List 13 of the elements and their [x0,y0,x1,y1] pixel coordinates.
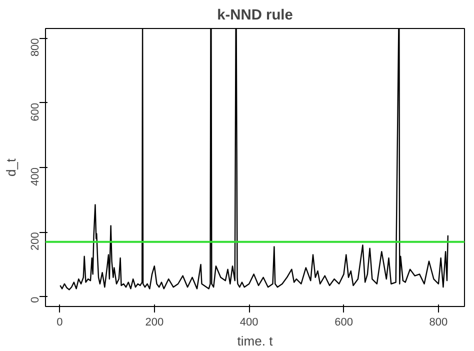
y-tick-label: 400 [30,167,42,186]
x-tick-label: 800 [429,316,448,328]
x-tick-label: 600 [334,316,353,328]
chart-title: k-NND rule [217,8,293,24]
y-tick-label: 200 [30,232,42,251]
y-tick-label: 0 [30,296,42,303]
x-axis-title: time. t [237,334,274,348]
y-tick-label: 800 [30,38,42,57]
y-tick-label: 600 [30,102,42,122]
x-tick-label: 200 [145,316,164,328]
x-tick-label: 0 [56,316,63,328]
y-axis-title: d_t [4,158,18,177]
x-tick-label: 400 [240,316,258,328]
